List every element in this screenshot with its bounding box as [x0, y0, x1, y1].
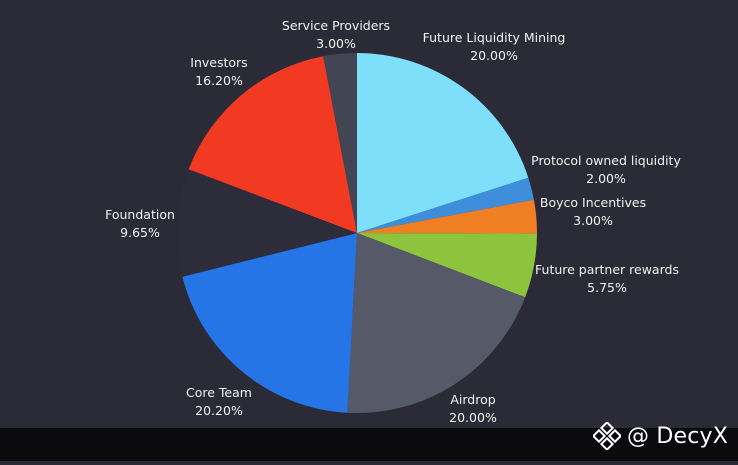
watermark-text: @ DecyX [626, 423, 728, 449]
pie-slice-service-providers [323, 53, 357, 233]
pie-slice-future-partner-rewards [357, 233, 537, 298]
pie-slice-investors [188, 56, 357, 234]
slice-label: Protocol owned liquidity [531, 153, 681, 168]
binance-diamond-logo-icon [592, 422, 621, 450]
pie-slice-airdrop [347, 233, 526, 413]
slice-percent-label: 9.65% [120, 225, 160, 240]
pie-slice-protocol-owned-liquidity [357, 177, 534, 233]
pie-slice-boyco-incentives [357, 199, 538, 234]
slice-label: Future partner rewards [535, 262, 679, 277]
slice-percent-label: 20.00% [470, 48, 518, 63]
slice-label: Foundation [105, 207, 175, 222]
slice-percent-label: 3.00% [573, 213, 613, 228]
slice-label: Airdrop [450, 392, 495, 407]
slice-percent-label: 2.00% [586, 171, 626, 186]
slice-percent-label: 5.75% [587, 280, 627, 295]
slice-label: Boyco Incentives [540, 195, 646, 210]
slice-percent-label: 20.20% [195, 403, 243, 418]
pie-slice-foundation [177, 169, 357, 277]
slice-percent-label: 20.00% [449, 410, 497, 425]
slice-label: Service Providers [282, 18, 390, 33]
pie-slice-core-team [182, 233, 357, 413]
bottom-bar [0, 428, 738, 461]
pie-labels: Future Liquidity Mining 20.00% Protocol ow… [105, 18, 681, 425]
pie-slices [177, 53, 538, 413]
slice-label: Investors [190, 55, 247, 70]
slice-percent-label: 3.00% [316, 36, 356, 51]
slice-label: Future Liquidity Mining [423, 30, 566, 45]
slice-percent-label: 16.20% [195, 73, 243, 88]
slice-label: Core Team [186, 385, 252, 400]
pie-slice-future-liquidity-mining [357, 53, 529, 233]
watermark: @ DecyX [592, 422, 728, 450]
